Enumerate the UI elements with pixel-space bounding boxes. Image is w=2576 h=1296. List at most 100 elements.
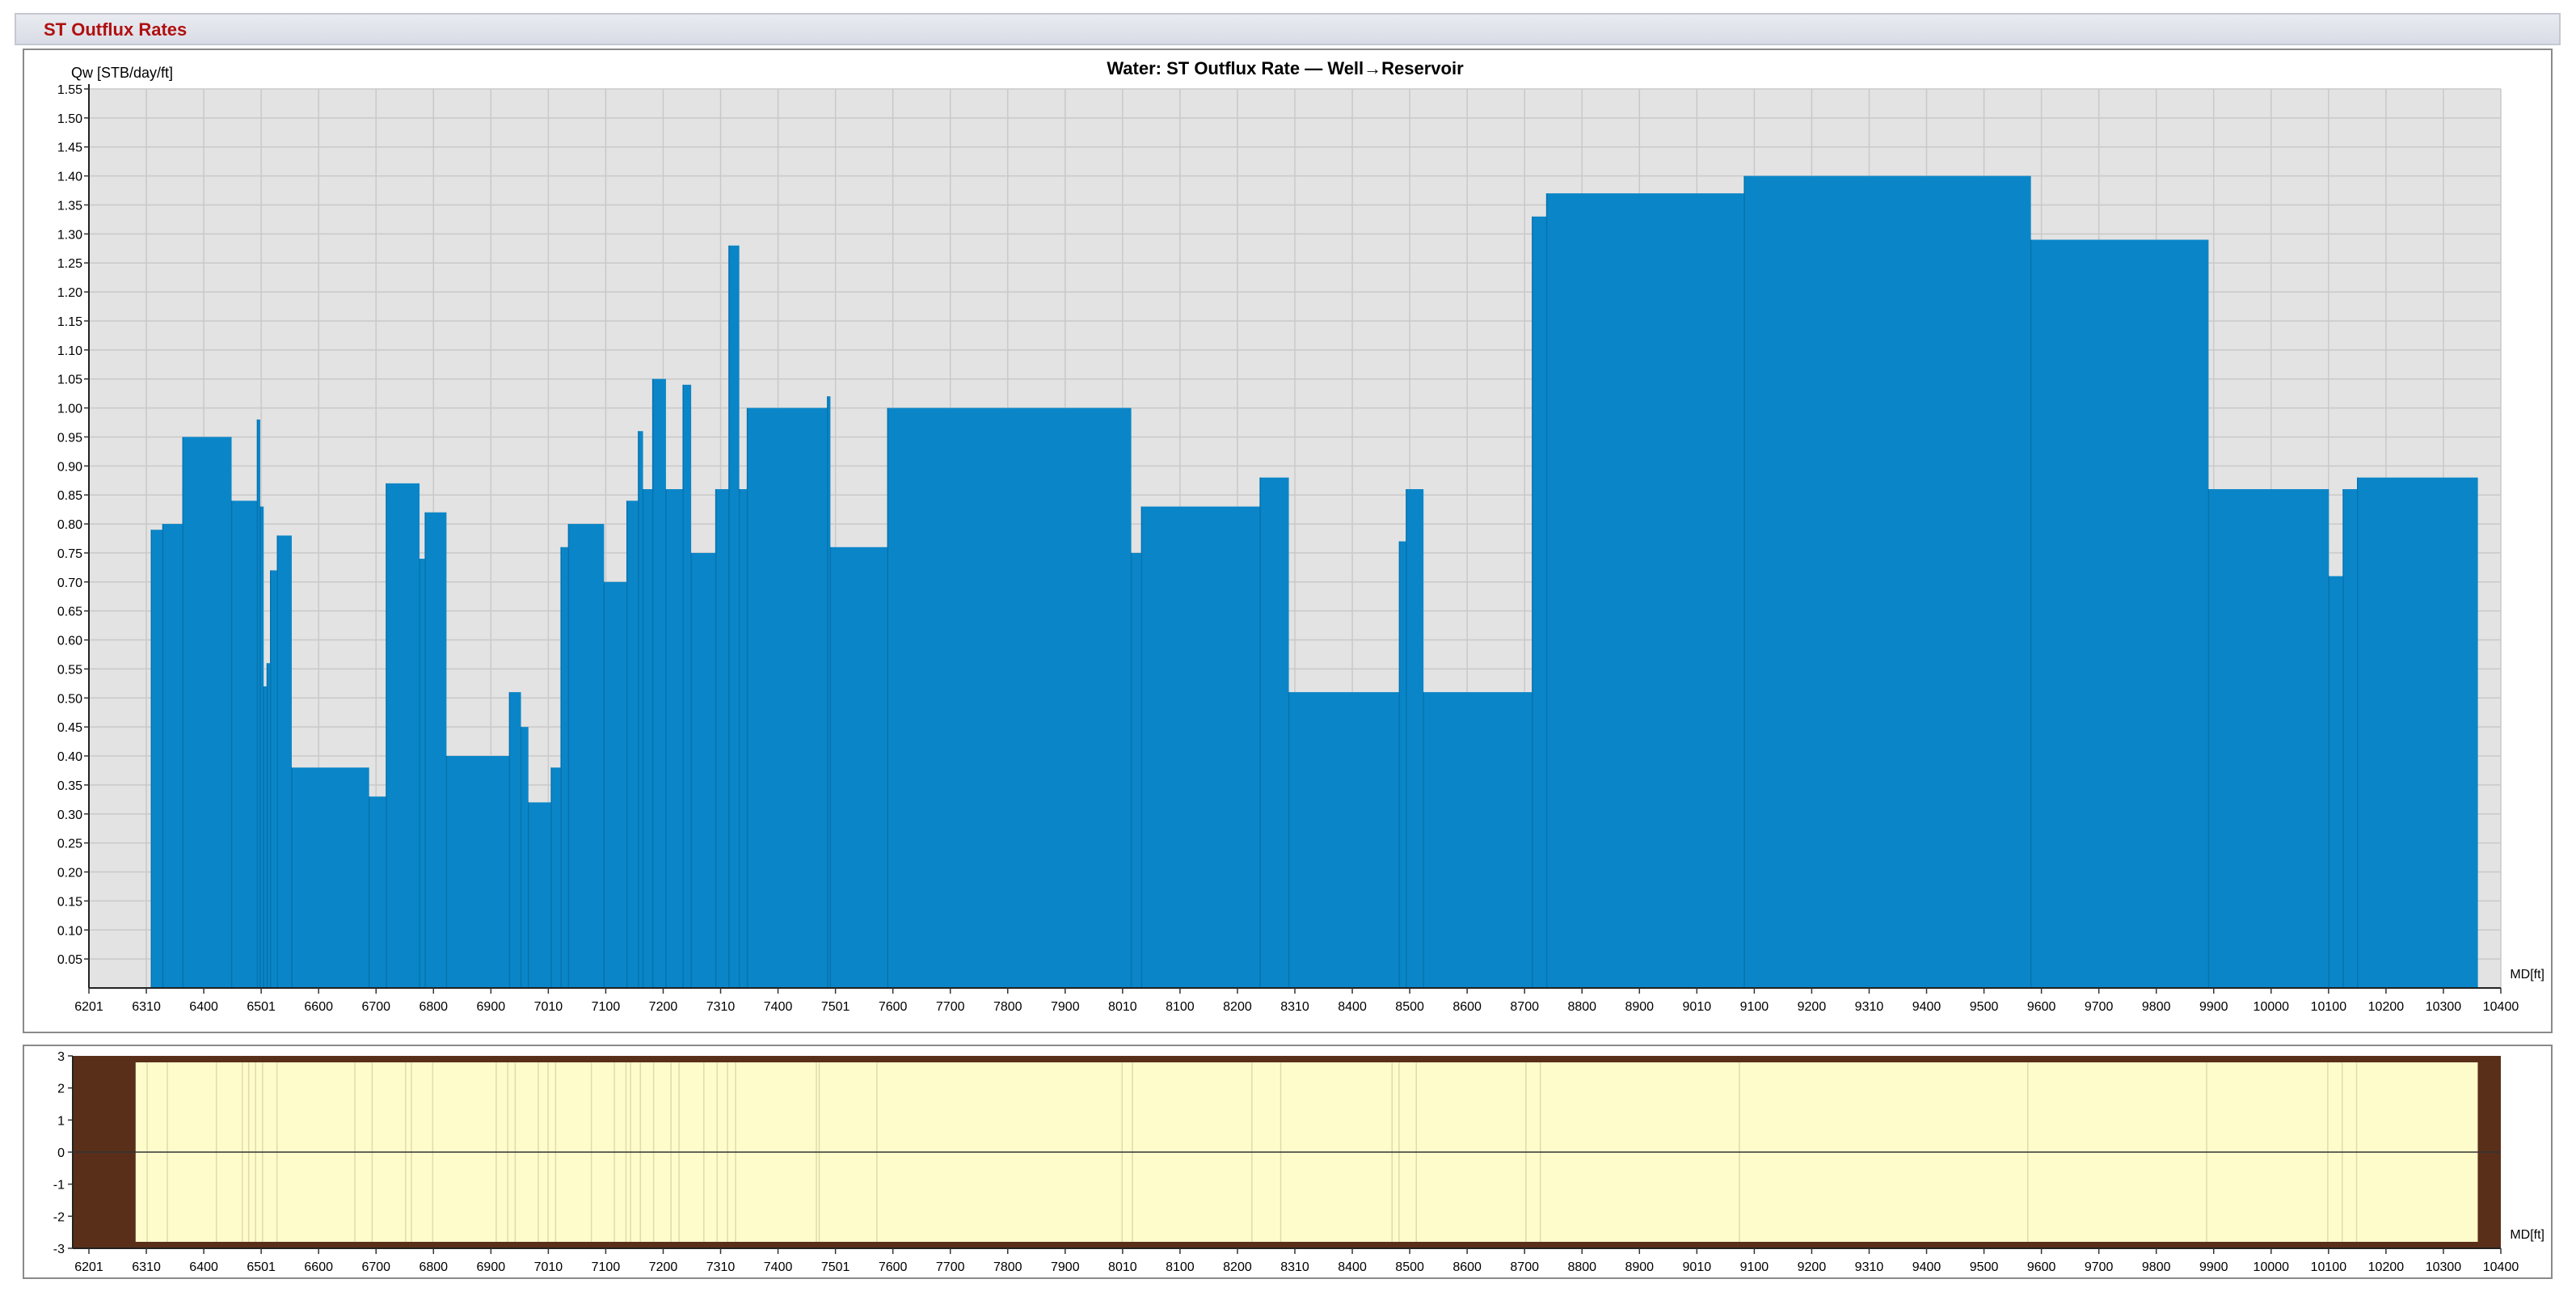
strip-x-tick-label: 7400	[764, 1260, 793, 1274]
strip-x-tick-label: 6600	[304, 1260, 333, 1274]
x-tick-label: 7200	[649, 1000, 678, 1014]
strip-x-tick-label: 6310	[132, 1260, 161, 1274]
bar	[509, 692, 521, 988]
x-tick-label: 6310	[132, 1000, 161, 1014]
x-tick-label: 9500	[1970, 1000, 1999, 1014]
strip-x-tick-label: 6800	[419, 1260, 448, 1274]
strip-x-tick-label: 10000	[2253, 1260, 2290, 1274]
x-tick-label: 6501	[247, 1000, 276, 1014]
x-tick-label: 9800	[2142, 1000, 2171, 1014]
bar	[231, 500, 258, 988]
x-tick-label: 6700	[361, 1000, 390, 1014]
bar	[568, 524, 605, 988]
strip-x-tick-label: 7010	[534, 1260, 563, 1274]
y-tick-label: 1.50	[57, 112, 82, 126]
x-tick-label: 8600	[1452, 1000, 1482, 1014]
x-axis-label: MD[ft]	[2510, 968, 2544, 981]
x-tick-label: 7310	[706, 1000, 736, 1014]
bar	[419, 559, 426, 988]
bar	[257, 419, 260, 988]
x-tick-label: 9400	[1912, 1000, 1941, 1014]
bar	[386, 483, 420, 988]
strip-x-tick-label: 6201	[74, 1260, 103, 1274]
x-tick-label: 6900	[477, 1000, 506, 1014]
strip-x-tick-label: 8600	[1452, 1260, 1482, 1274]
overview-strip-frame: 3 2 1 0 -1 -2 -3 6201 6310 6400 6501 6600 6700 6800 6…	[23, 1045, 2553, 1279]
strip-x-tick-label: 8010	[1108, 1260, 1137, 1274]
strip-x-tick-label: 7600	[879, 1260, 908, 1274]
strip-x-tick-label: 9010	[1683, 1260, 1712, 1274]
x-tick-label: 8900	[1625, 1000, 1654, 1014]
x-tick-label: 7800	[993, 1000, 1022, 1014]
strip-y-tick-label: -3	[53, 1243, 65, 1256]
x-tick-label: 8700	[1510, 1000, 1539, 1014]
strip-x-tick-label: 7100	[592, 1260, 621, 1274]
y-tick-label: 0.90	[57, 460, 82, 474]
y-tick-labels: 0.05 0.10 0.15 0.20 0.25 0.30 0.35 0.40 0.45 0.50…	[57, 83, 89, 967]
bar	[604, 581, 627, 988]
bar	[1399, 541, 1406, 988]
strip-x-axis-label: MD[ft]	[2510, 1228, 2544, 1242]
strip-x-tick-label: 6900	[477, 1260, 506, 1274]
bar	[1260, 477, 1289, 988]
y-tick-label: 0.65	[57, 606, 82, 619]
x-tick-label: 8500	[1395, 1000, 1424, 1014]
strip-y-tick-label: 3	[57, 1050, 65, 1064]
y-tick-label: 0.45	[57, 721, 82, 735]
x-tick-label: 7700	[936, 1000, 965, 1014]
strip-x-tick-label: 8500	[1395, 1260, 1424, 1274]
bar	[691, 552, 716, 988]
strip-x-tick-label: 7800	[993, 1260, 1022, 1274]
x-tick-label: 10200	[2368, 1000, 2405, 1014]
bar	[162, 524, 183, 988]
bar	[1406, 489, 1424, 988]
strip-x-tick-label: 8700	[1510, 1260, 1539, 1274]
bar	[561, 547, 569, 988]
bar	[425, 512, 447, 988]
y-tick-label: 0.35	[57, 779, 82, 793]
x-tick-label: 9200	[1798, 1000, 1827, 1014]
y-tick-label: 1.25	[57, 257, 82, 271]
x-tick-label: 6201	[74, 1000, 103, 1014]
bar	[521, 727, 529, 988]
bar	[2030, 239, 2209, 988]
bar	[747, 407, 828, 988]
bar	[827, 396, 831, 988]
panel-header: ST Outflux Rates	[15, 13, 2561, 45]
x-tick-label: 8200	[1223, 1000, 1252, 1014]
bar	[683, 384, 692, 988]
x-tick-label: 7600	[879, 1000, 908, 1014]
y-tick-label: 0.15	[57, 895, 82, 909]
strip-x-tick-label: 7310	[706, 1260, 736, 1274]
y-tick-label: 0.10	[57, 924, 82, 938]
strip-y-tick-label: 0	[57, 1146, 65, 1160]
strip-x-tick-label: 10200	[2368, 1260, 2405, 1274]
bar	[183, 437, 232, 988]
bar-series	[150, 175, 2478, 988]
strip-x-tick-label: 10100	[2311, 1260, 2347, 1274]
y-tick-label: 0.80	[57, 518, 82, 532]
y-axis-label: Qw [STB/day/ft]	[71, 65, 173, 81]
strip-x-tick-label: 9200	[1798, 1260, 1827, 1274]
y-tick-label: 0.40	[57, 750, 82, 764]
y-tick-label: 0.70	[57, 576, 82, 590]
x-tick-label: 6800	[419, 1000, 448, 1014]
strip-x-tick-label: 9800	[2142, 1260, 2171, 1274]
x-tick-label: 7010	[534, 1000, 563, 1014]
y-tick-label: 0.85	[57, 489, 82, 503]
strip-y-tick-label: -2	[53, 1210, 65, 1224]
strip-x-tick-labels: 6201 6310 6400 6501 6600 6700 6800 6900 7010 7100…	[74, 1248, 2519, 1274]
y-tick-label: 0.55	[57, 663, 82, 677]
bar	[728, 245, 740, 988]
bar	[528, 802, 552, 988]
bar	[638, 431, 643, 988]
bar	[2329, 576, 2344, 988]
panel-title: ST Outflux Rates	[44, 19, 188, 40]
bar	[2208, 489, 2329, 988]
y-tick-label: 1.10	[57, 344, 82, 358]
y-tick-label: 1.20	[57, 286, 82, 300]
bar	[1141, 506, 1261, 988]
bar	[665, 489, 684, 988]
strip-x-tick-label: 8100	[1166, 1260, 1195, 1274]
